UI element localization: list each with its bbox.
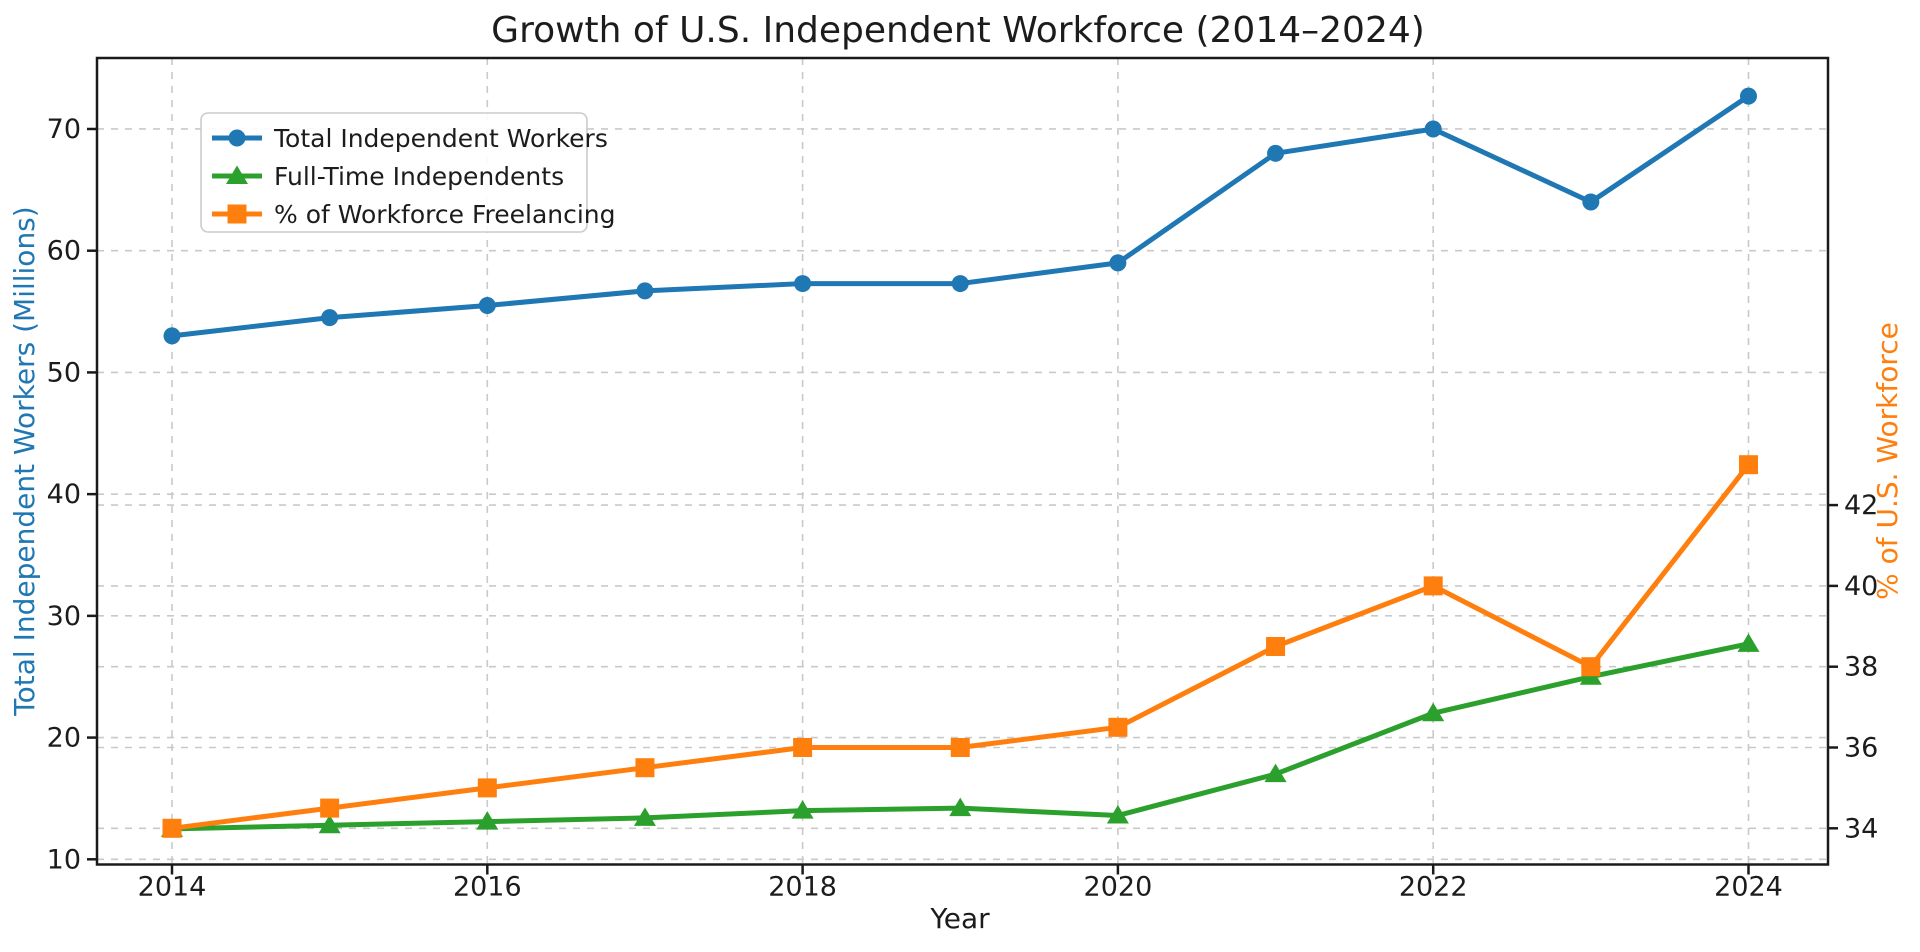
marker-of-workforce-freelancing-2022 xyxy=(1423,576,1443,596)
marker-of-workforce-freelancing-2020 xyxy=(1108,717,1128,737)
marker-of-workforce-freelancing-2016 xyxy=(477,778,497,798)
marker-total-independent-workers-2019 xyxy=(951,275,969,293)
marker-of-workforce-freelancing-2024 xyxy=(1739,455,1758,475)
series-of-workforce-freelancing xyxy=(162,455,1758,838)
marker-full-time-independents-2024 xyxy=(1737,633,1760,652)
y-right-tick-label-34: 34 xyxy=(1844,813,1878,844)
y-right-tick-label-38: 38 xyxy=(1844,652,1878,683)
legend-box xyxy=(200,112,588,233)
marker-of-workforce-freelancing-2014 xyxy=(162,818,182,838)
y-left-tick-label-60: 60 xyxy=(47,236,81,267)
marker-full-time-independents-2017 xyxy=(633,807,656,826)
y-axis-label-right: % of U.S. Workforce xyxy=(1871,322,1904,600)
marker-of-workforce-freelancing-2018 xyxy=(793,738,813,757)
marker-total-independent-workers-2014 xyxy=(163,327,181,345)
axes-layer: 2014 2016 2018 2020 2022 2024 10 20 30 40 50 60 70 34… xyxy=(47,56,1878,903)
x-tick-label-2014: 2014 xyxy=(138,872,207,903)
marker-full-time-independents-2022 xyxy=(1422,702,1445,722)
y-left-tick-label-50: 50 xyxy=(47,357,81,388)
marker-full-time-independents-2015 xyxy=(318,814,341,834)
legend-layer: Total Independent Workers Full-Time Indep… xyxy=(200,112,616,233)
y-left-tick-label-10: 10 xyxy=(47,844,81,875)
marker-total-independent-workers-2016 xyxy=(478,296,496,314)
legend-marker-circle-icon xyxy=(228,129,246,147)
y-axis-label-left: Total Independent Workers (Millions) xyxy=(8,206,41,716)
legend-item-total-independent-workers: Total Independent Workers xyxy=(212,124,608,153)
plot-area-border xyxy=(95,56,1830,866)
series-line-of-workforce-freelancing xyxy=(169,462,1751,831)
y-left-tick-label-30: 30 xyxy=(47,601,81,632)
x-axis-label: Year xyxy=(929,902,990,935)
legend-item-full-time-independents: Full-Time Independents xyxy=(212,162,564,191)
marker-full-time-independents-2021 xyxy=(1264,763,1287,783)
marker-full-time-independents-2019 xyxy=(949,797,972,817)
marker-full-time-independents-2016 xyxy=(476,811,499,830)
x-tick-label-2018: 2018 xyxy=(768,872,837,903)
series-full-time-independents xyxy=(161,633,1760,837)
y-right-tick-label-36: 36 xyxy=(1844,733,1878,764)
chart-title: Growth of U.S. Independent Workforce (20… xyxy=(491,10,1425,51)
legend-marker-square-icon xyxy=(227,204,247,224)
legend-item-of-workforce-freelancing: % of Workforce Freelancing xyxy=(212,200,616,229)
legend-label-full-time-independents: Full-Time Independents xyxy=(274,162,564,191)
x-tick-label-2022: 2022 xyxy=(1399,872,1468,903)
marker-of-workforce-freelancing-2019 xyxy=(950,738,970,757)
x-tick-label-2016: 2016 xyxy=(453,872,522,903)
marker-total-independent-workers-2024 xyxy=(1740,87,1757,105)
marker-total-independent-workers-2021 xyxy=(1267,144,1285,162)
marker-total-independent-workers-2020 xyxy=(1109,254,1127,272)
marker-total-independent-workers-2015 xyxy=(321,309,339,327)
legend-label-total-independent-workers: Total Independent Workers xyxy=(273,124,608,153)
marker-total-independent-workers-2017 xyxy=(636,282,654,300)
marker-total-independent-workers-2022 xyxy=(1424,120,1442,138)
marker-total-independent-workers-2018 xyxy=(794,275,812,293)
series-total-independent-workers xyxy=(163,87,1757,345)
y-left-tick-label-20: 20 xyxy=(47,723,81,754)
marker-full-time-independents-2018 xyxy=(791,800,814,819)
marker-of-workforce-freelancing-2015 xyxy=(320,798,340,818)
legend-label-of-workforce-freelancing: % of Workforce Freelancing xyxy=(274,200,616,229)
marker-of-workforce-freelancing-2023 xyxy=(1581,657,1601,677)
marker-total-independent-workers-2023 xyxy=(1582,193,1600,211)
y-right-tick-label-40: 40 xyxy=(1844,571,1878,602)
marker-full-time-independents-2020 xyxy=(1106,804,1129,824)
legend-marker-triangle-icon xyxy=(226,165,248,184)
marker-of-workforce-freelancing-2021 xyxy=(1266,637,1286,656)
marker-of-workforce-freelancing-2017 xyxy=(635,758,655,778)
y-left-tick-label-40: 40 xyxy=(47,479,81,510)
x-tick-label-2020: 2020 xyxy=(1084,872,1153,903)
series-layer xyxy=(161,87,1760,838)
y-right-tick-label-42: 42 xyxy=(1844,490,1878,521)
x-tick-label-2024: 2024 xyxy=(1714,872,1783,903)
y-left-tick-label-70: 70 xyxy=(47,114,81,145)
